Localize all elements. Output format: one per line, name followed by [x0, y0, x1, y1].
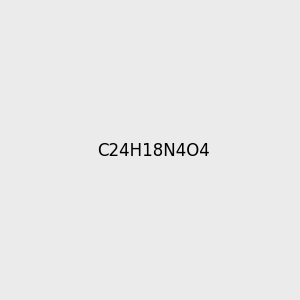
Text: C24H18N4O4: C24H18N4O4	[98, 142, 210, 160]
